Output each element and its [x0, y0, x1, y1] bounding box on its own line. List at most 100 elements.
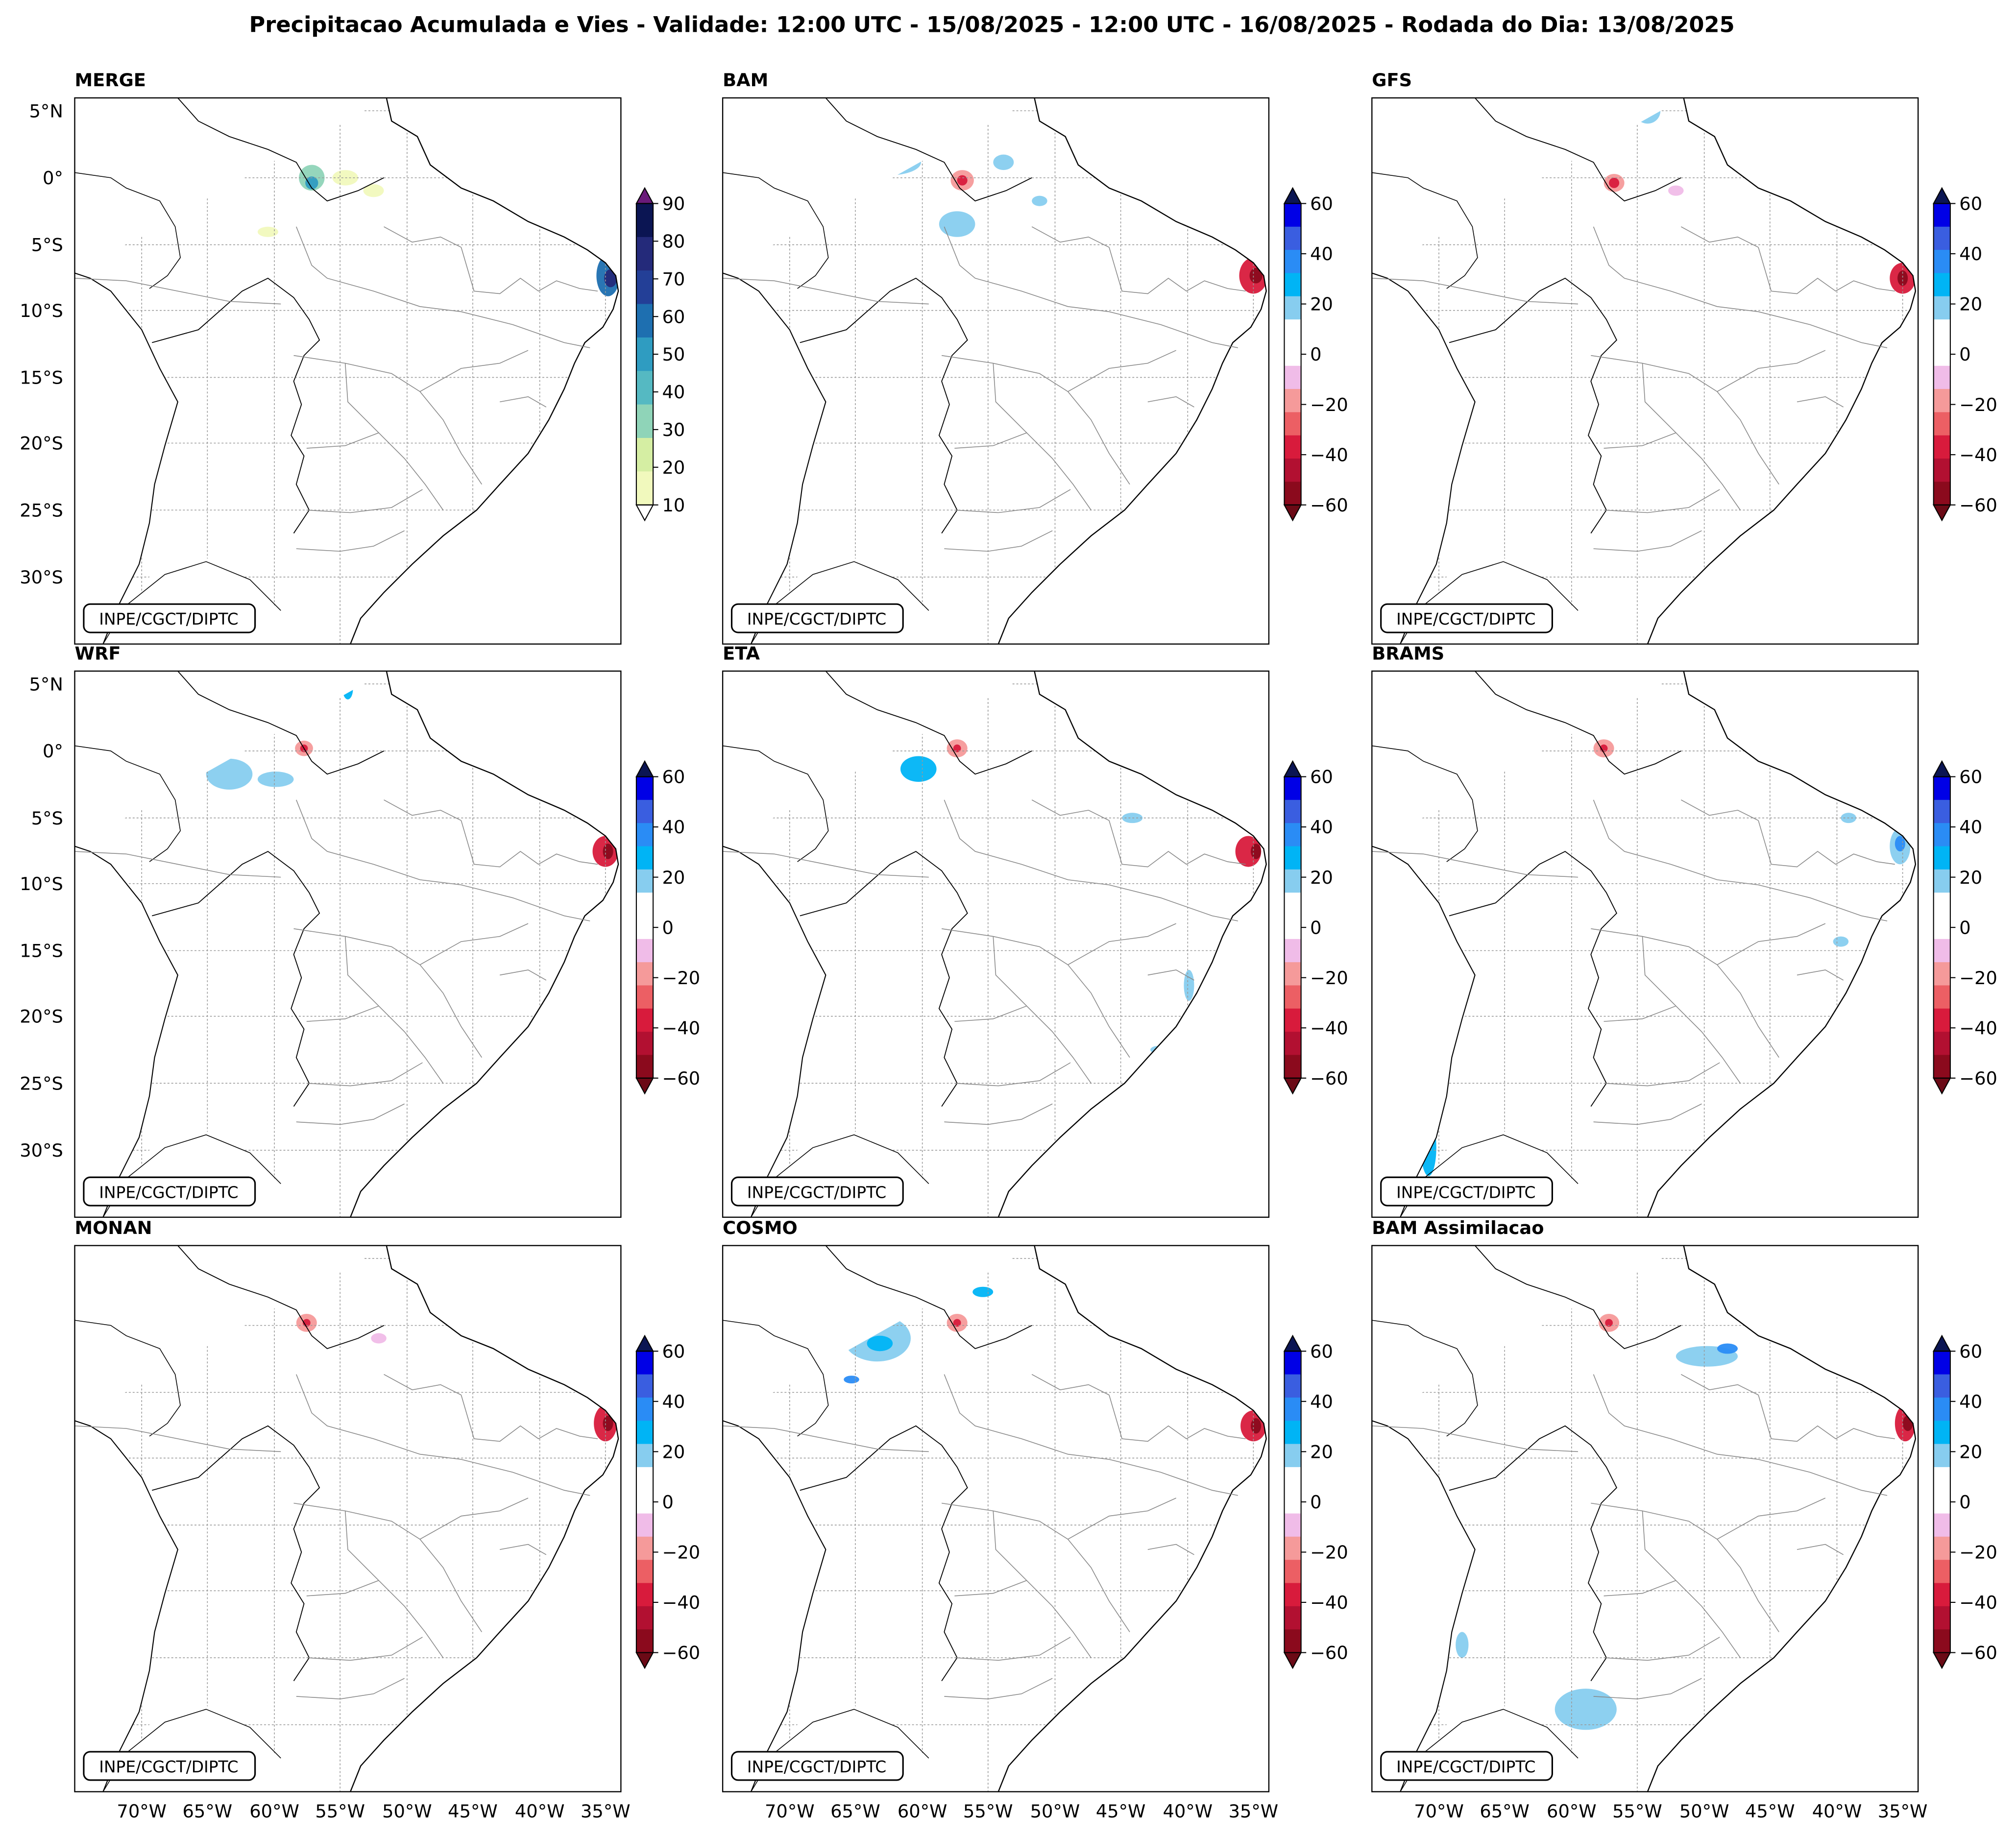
colorbar-segment: [636, 237, 654, 271]
panel-title: GFS: [1372, 70, 1412, 91]
colorbar-tick-label: −60: [1310, 1068, 1348, 1089]
colorbar-segment: [1284, 916, 1301, 940]
colorbar-tick-label: 40: [662, 382, 685, 403]
credit-label: INPE/CGCT/DIPTC: [747, 1757, 886, 1776]
colorbar-segment: [1284, 1351, 1301, 1375]
colorbar-over-arrow: [635, 1334, 654, 1352]
lon-tick-label: 35°W: [1878, 1801, 1928, 1822]
colorbar-segment: [1933, 823, 1950, 847]
lon-tick-label: 40°W: [515, 1801, 565, 1822]
colorbar-segment: [1284, 869, 1301, 893]
lat-tick-label: 15°S: [20, 941, 63, 962]
field-patch: [1555, 1689, 1617, 1730]
field-patch: [953, 1319, 961, 1327]
colorbar-tick-label: 0: [1959, 1492, 1970, 1513]
colorbar-segment: [636, 1397, 654, 1422]
map-panel: WRF INPE/CGCT/DIPTC 5°N 0° 5°S 10°S 15°S 20°S 25…: [20, 643, 701, 1218]
colorbar-segment: [1284, 1008, 1301, 1032]
colorbar-tick-label: 60: [1310, 767, 1333, 788]
colorbar-segment: [636, 1467, 654, 1491]
colorbar-segment: [1933, 435, 1950, 459]
lon-tick-label: 45°W: [1745, 1801, 1795, 1822]
colorbar-tick-label: 0: [662, 1492, 674, 1513]
colorbar-tick-label: 20: [1310, 867, 1333, 888]
lon-tick-label: 45°W: [448, 1801, 498, 1822]
colorbar-segment: [636, 404, 654, 438]
colorbar-tick-label: 20: [662, 457, 685, 478]
colorbar-tick-label: −20: [1310, 394, 1348, 415]
map-panel: COSMO INPE/CGCT/DIPTC 70°W 65°W 60°W 55°W 50°W…: [722, 1217, 1348, 1822]
field-patch: [1251, 1418, 1262, 1434]
colorbar-tick-label: −60: [662, 1068, 701, 1089]
colorbar-segment: [1933, 1583, 1950, 1607]
colorbar-segment: [1933, 273, 1950, 297]
colorbar-under-arrow: [635, 1077, 654, 1095]
map-panel: MERGE INPE/CGCT/DIPTC 5°N 0° 5°S 10°S 15°S 20°S…: [20, 70, 685, 645]
colorbar-over-arrow: [635, 187, 654, 204]
colorbar-tick-label: 20: [1959, 294, 1982, 315]
map-frame: [74, 97, 622, 645]
colorbar: 10 20 30 40 50 60 70 80 90: [635, 187, 685, 522]
colorbar-segment: [1933, 296, 1950, 320]
field-patch: [1668, 185, 1684, 196]
colorbar-tick-label: 0: [1310, 1492, 1321, 1513]
colorbar-segment: [1284, 1444, 1301, 1468]
colorbar-tick-label: 40: [1310, 817, 1333, 838]
colorbar: 60 40 20 0 −20 −40 −60: [1283, 760, 1348, 1095]
colorbar-tick-label: 60: [1310, 193, 1333, 215]
credit-box: [83, 1751, 256, 1781]
field-patch: [1605, 1319, 1613, 1327]
lat-tick-label: 0°: [43, 168, 63, 189]
map-frame: [722, 670, 1270, 1218]
colorbar-segment: [1933, 1032, 1950, 1056]
field-patch: [1249, 267, 1263, 284]
panel-title: MONAN: [75, 1217, 152, 1238]
field-patch: [1717, 1343, 1738, 1354]
colorbar-segment: [1933, 1397, 1950, 1422]
credit-box: [1380, 1176, 1553, 1207]
field-patch: [1235, 836, 1262, 867]
colorbar-tick-label: 0: [1310, 917, 1321, 938]
colorbar-segment: [1933, 1629, 1950, 1653]
lon-tick-label: 70°W: [765, 1801, 815, 1822]
lat-tick-label: 10°S: [20, 873, 63, 895]
map-panel: BAM INPE/CGCT/DIPTC 60 40 20 0 −20 −40 −60: [722, 70, 1348, 645]
colorbar-segment: [1933, 962, 1950, 986]
colorbar-tick-label: 0: [1959, 344, 1970, 365]
colorbar-segment: [1933, 1421, 1950, 1445]
credit-label: INPE/CGCT/DIPTC: [99, 609, 238, 629]
colorbar-tick-label: −20: [1959, 394, 1997, 415]
lat-tick-label: 30°S: [20, 1140, 63, 1161]
colorbar-under-arrow: [1932, 1077, 1951, 1095]
colorbar-segment: [1284, 1560, 1301, 1584]
lon-tick-label: 70°W: [1414, 1801, 1464, 1822]
colorbar-segment: [1284, 296, 1301, 320]
colorbar-segment: [1284, 846, 1301, 870]
credit-box: [730, 1751, 904, 1781]
credit-box: [1380, 603, 1553, 633]
lon-tick-label: 35°W: [581, 1801, 631, 1822]
field-patch: [844, 1376, 859, 1383]
colorbar-under-arrow: [1283, 1652, 1302, 1669]
colorbar-over-arrow: [1283, 187, 1302, 204]
colorbar-segment: [1284, 1467, 1301, 1491]
colorbar-segment: [636, 1606, 654, 1630]
panel-title: MERGE: [75, 70, 146, 91]
map-panel: MONAN INPE/CGCT/DIPTC 70°W 65°W 60°W 55°W 50°W…: [74, 1217, 700, 1822]
colorbar-segment: [1284, 1629, 1301, 1653]
colorbar-segment: [1933, 893, 1950, 917]
field-patch: [603, 844, 613, 859]
colorbar-segment: [636, 962, 654, 986]
colorbar-segment: [636, 916, 654, 940]
colorbar-segment: [636, 437, 654, 472]
colorbar-under-arrow: [635, 504, 654, 522]
colorbar-segment: [1933, 1560, 1950, 1584]
credit-label: INPE/CGCT/DIPTC: [99, 1183, 238, 1202]
lon-tick-label: 35°W: [1229, 1801, 1279, 1822]
colorbar-segment: [636, 1490, 654, 1514]
colorbar-segment: [636, 846, 654, 870]
lon-tick-label: 60°W: [249, 1801, 299, 1822]
colorbar-tick-label: 0: [1310, 344, 1321, 365]
map-panel: GFS INPE/CGCT/DIPTC 60 40 20 0 −20 −40 −60: [1371, 70, 1997, 645]
